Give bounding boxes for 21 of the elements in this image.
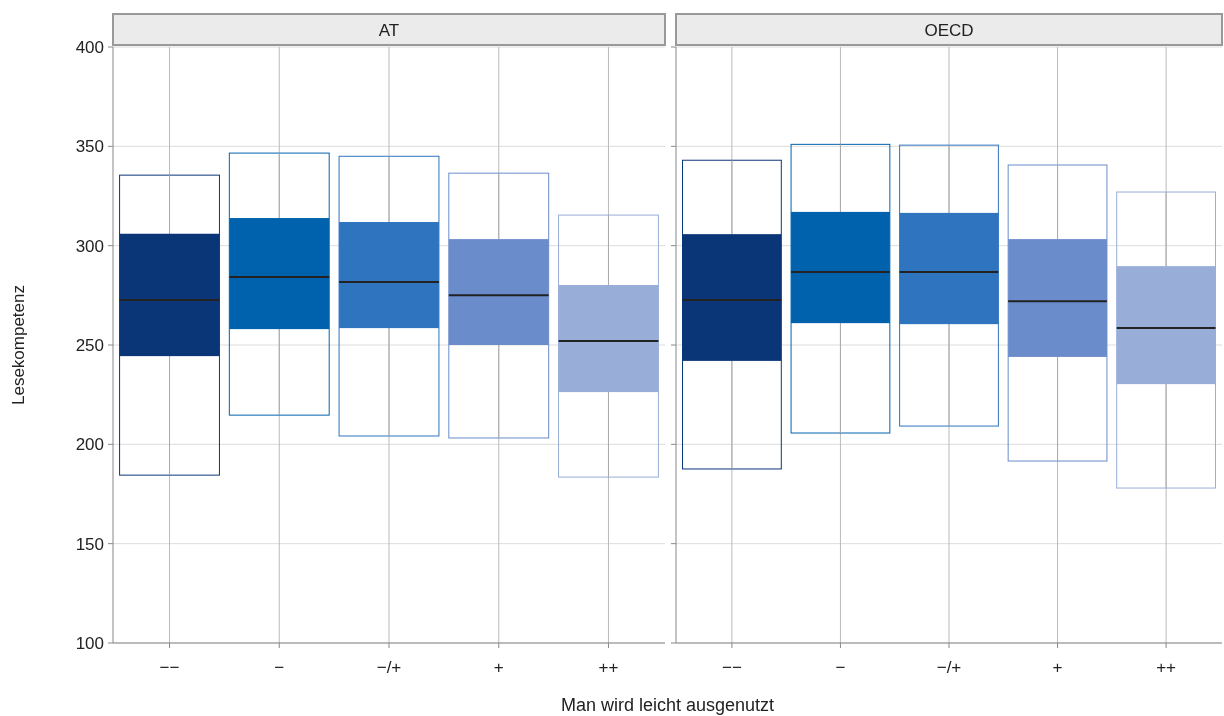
y-axis-title: Lesekompetenz [9,284,28,406]
y-tick-label: 350 [75,137,104,157]
x-tick-label: + [1052,658,1063,677]
x-tick-label: + [493,658,504,677]
x-tick-label: ++ [598,658,619,677]
x-tick-label: −− [159,658,180,677]
x-axis-title: Man wird leicht ausgenutzt [560,695,775,715]
x-tick-label: −/+ [376,658,402,677]
x-tick-label: −/+ [936,658,962,677]
x-tick-label: −− [721,658,742,677]
x-tick-label: − [274,658,285,677]
y-tick-label: 100 [75,633,104,653]
y-tick-label: 150 [75,534,104,554]
y-tick-label: 200 [75,435,104,455]
y-tick-label: 250 [75,335,104,355]
x-tick-label: ++ [1156,658,1177,677]
chart-title: AT [378,20,400,40]
x-tick-label: − [835,658,846,677]
chart-title: OECD [924,20,974,40]
y-tick-label: 300 [75,236,104,256]
y-tick-label: 400 [75,37,104,57]
